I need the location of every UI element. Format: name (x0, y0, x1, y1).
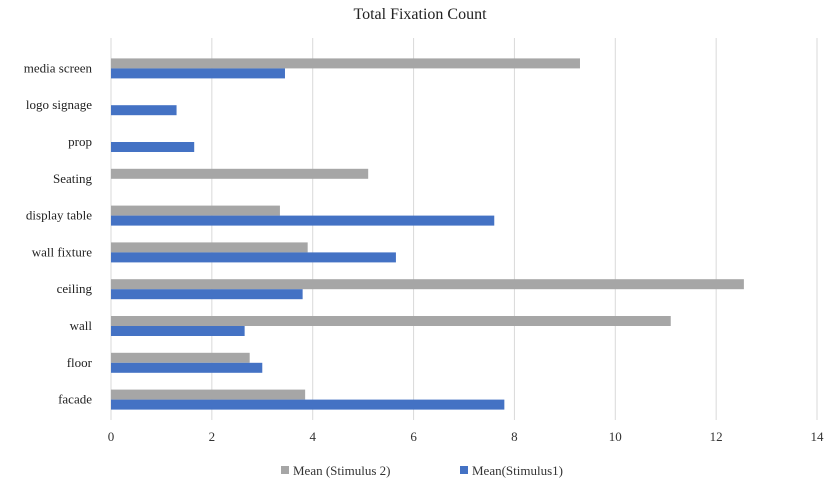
category-label: ceiling (57, 281, 93, 296)
bar-stimulus-2 (111, 205, 280, 216)
bar-stimulus-2 (111, 58, 580, 69)
bar-stimulus-2 (111, 389, 306, 400)
category-label: wall (70, 318, 93, 333)
x-tick-label: 10 (609, 429, 622, 444)
bar-stimulus-1 (111, 326, 245, 336)
bar-stimulus-1 (111, 68, 285, 79)
x-tick-label: 0 (108, 429, 115, 444)
x-tick-label: 2 (209, 429, 216, 444)
legend-label: Mean (Stimulus 2) (293, 463, 391, 478)
category-label: media screen (24, 60, 93, 75)
category-label: floor (67, 355, 93, 370)
category-label: logo signage (26, 97, 92, 112)
bar-stimulus-2 (111, 279, 744, 290)
legend-swatch (460, 466, 468, 474)
legend-label: Mean(Stimulus1) (472, 463, 563, 478)
bar-stimulus-2 (111, 352, 250, 363)
x-tick-label: 14 (811, 429, 825, 444)
gridlines (110, 38, 818, 420)
legend: Mean (Stimulus 2) Mean(Stimulus1) (281, 463, 563, 478)
category-labels: media screen logo signage prop Seating displ… (24, 60, 93, 406)
bar-stimulus-1 (111, 105, 177, 116)
bar-stimulus-1 (111, 289, 303, 300)
bar-stimulus-1 (111, 142, 195, 152)
category-label: display table (26, 208, 92, 223)
chart-title: Total Fixation Count (353, 6, 487, 23)
bar-stimulus-2 (111, 168, 369, 179)
x-tick-label: 12 (710, 429, 723, 444)
x-tick-label: 6 (410, 429, 417, 444)
bar-stimulus-2 (111, 316, 671, 326)
x-tick-label: 8 (511, 429, 518, 444)
bar-stimulus-1 (111, 399, 505, 410)
x-tick-label: 4 (309, 429, 316, 444)
bar-stimulus-1 (111, 252, 396, 263)
bar-stimulus-2 (111, 242, 308, 253)
bars (111, 58, 744, 410)
category-label: prop (68, 134, 92, 149)
bar-stimulus-1 (111, 215, 495, 226)
x-tick-labels: 0 2 4 6 8 10 12 14 (108, 429, 824, 444)
legend-swatch (281, 466, 289, 474)
category-label: facade (58, 392, 92, 407)
bar-stimulus-1 (111, 362, 263, 373)
category-label: wall fixture (32, 244, 93, 259)
category-label: Seating (53, 171, 92, 186)
